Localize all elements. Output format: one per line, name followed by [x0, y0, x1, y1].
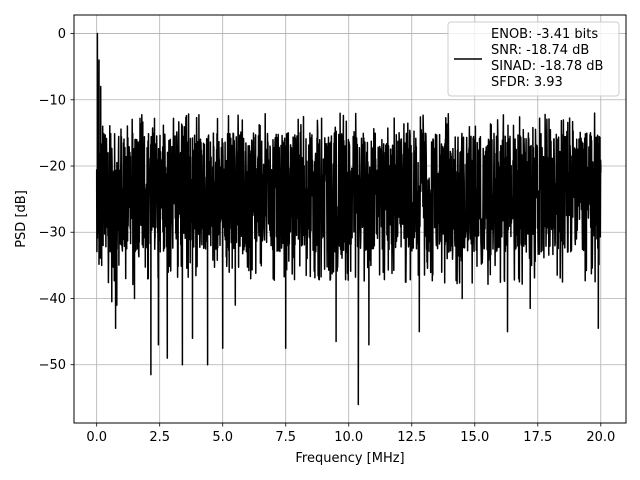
- y-tick-label: 0: [58, 27, 66, 42]
- legend: ENOB: -3.41 bits SNR: -18.74 dB SINAD: -…: [447, 21, 620, 97]
- x-tick-label: 5.0: [212, 430, 233, 445]
- psd-series-line: [95, 32, 602, 406]
- y-tick-label: −20: [39, 160, 66, 175]
- y-tick-label: −40: [39, 292, 66, 307]
- legend-box: [447, 21, 620, 97]
- plot-area: [73, 14, 627, 424]
- x-tick-label: 0.0: [86, 430, 107, 445]
- x-tick-label: 17.5: [523, 430, 552, 445]
- y-axis: 0 −10 −20 −30 −40 −50: [39, 27, 74, 373]
- y-axis-label: PSD [dB]: [14, 190, 29, 248]
- x-axis: 0.0 2.5 5.0 7.5 10.0 12.5 15.0 17.5 20.0: [86, 423, 615, 445]
- legend-entry-sinad: SINAD: -18.78 dB: [491, 59, 603, 74]
- x-tick-label: 2.5: [149, 430, 170, 445]
- x-tick-label: 20.0: [586, 430, 615, 445]
- legend-entry-enob: ENOB: -3.41 bits: [491, 27, 598, 42]
- y-tick-label: −30: [39, 226, 66, 241]
- x-tick-label: 12.5: [397, 430, 426, 445]
- series-layer: [95, 32, 602, 406]
- x-tick-label: 15.0: [460, 430, 489, 445]
- legend-entry-sfdr: SFDR: 3.93: [491, 75, 563, 90]
- legend-entry-snr: SNR: -18.74 dB: [491, 43, 589, 58]
- y-tick-label: −50: [39, 358, 66, 373]
- x-tick-label: 7.5: [275, 430, 296, 445]
- y-tick-label: −10: [39, 93, 66, 108]
- x-tick-label: 10.0: [334, 430, 363, 445]
- x-axis-label: Frequency [MHz]: [295, 451, 404, 466]
